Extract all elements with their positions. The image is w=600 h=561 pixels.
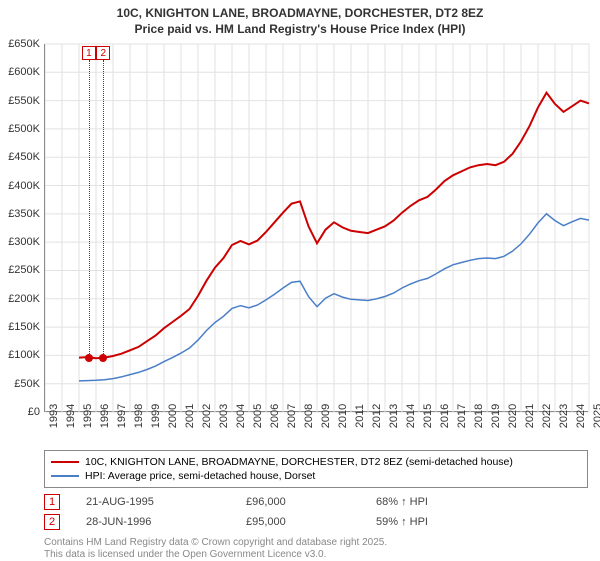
y-tick-label: £550K	[8, 95, 40, 107]
chart-title-line2: Price paid vs. HM Land Registry's House …	[0, 22, 600, 36]
x-tick-label: 2006	[269, 404, 281, 428]
sale-hpi-2: 59% ↑ HPI	[376, 516, 496, 528]
x-tick-label: 2023	[558, 404, 570, 428]
x-tick-label: 1994	[65, 404, 77, 428]
y-tick-label: £0	[28, 406, 40, 418]
x-tick-label: 1998	[133, 404, 145, 428]
x-tick-label: 2007	[286, 404, 298, 428]
sale-marker-1: 1	[44, 494, 60, 510]
y-tick-label: £500K	[8, 123, 40, 135]
x-tick-label: 2024	[575, 404, 587, 428]
sale-hpi-1: 68% ↑ HPI	[376, 496, 496, 508]
x-tick-label: 2003	[218, 404, 230, 428]
chart-container: 10C, KNIGHTON LANE, BROADMAYNE, DORCHEST…	[0, 0, 600, 560]
x-tick-label: 2025	[592, 404, 600, 428]
plot-area	[44, 44, 588, 412]
plot-svg	[45, 44, 589, 412]
x-tick-label: 1996	[99, 404, 111, 428]
x-tick-label: 2014	[405, 404, 417, 428]
legend-swatch	[51, 461, 79, 463]
legend-box: 10C, KNIGHTON LANE, BROADMAYNE, DORCHEST…	[44, 450, 588, 488]
x-tick-label: 2009	[320, 404, 332, 428]
y-tick-label: £400K	[8, 180, 40, 192]
x-tick-label: 1995	[82, 404, 94, 428]
x-tick-label: 2005	[252, 404, 264, 428]
chart-title-line1: 10C, KNIGHTON LANE, BROADMAYNE, DORCHEST…	[0, 6, 600, 20]
sale-record-1: 1 21-AUG-1995 £96,000 68% ↑ HPI	[44, 494, 496, 510]
x-tick-label: 2012	[371, 404, 383, 428]
sale-vline-1	[89, 60, 90, 358]
x-tick-label: 2016	[439, 404, 451, 428]
legend-label: HPI: Average price, semi-detached house,…	[85, 470, 315, 482]
x-tick-label: 2011	[354, 404, 366, 428]
footer-line1: Contains HM Land Registry data © Crown c…	[44, 537, 387, 549]
sale-date-1: 21-AUG-1995	[86, 496, 246, 508]
sale-annotation-1: 1	[82, 46, 96, 60]
y-tick-label: £300K	[8, 236, 40, 248]
x-tick-label: 2018	[473, 404, 485, 428]
sale-record-2: 2 28-JUN-1996 £95,000 59% ↑ HPI	[44, 514, 496, 530]
y-tick-label: £250K	[8, 264, 40, 276]
legend-swatch	[51, 475, 79, 477]
x-tick-label: 2017	[456, 404, 468, 428]
sale-price-1: £96,000	[246, 496, 376, 508]
x-tick-label: 2019	[490, 404, 502, 428]
y-tick-label: £650K	[8, 38, 40, 50]
sale-dot-1	[85, 354, 93, 362]
x-tick-label: 2008	[303, 404, 315, 428]
x-tick-label: 2010	[337, 404, 349, 428]
y-tick-label: £450K	[8, 151, 40, 163]
x-tick-label: 1997	[116, 404, 128, 428]
sale-marker-2: 2	[44, 514, 60, 530]
y-tick-label: £50K	[14, 378, 40, 390]
x-tick-label: 2015	[422, 404, 434, 428]
x-tick-label: 2021	[524, 404, 536, 428]
footer-line2: This data is licensed under the Open Gov…	[44, 549, 387, 561]
legend-label: 10C, KNIGHTON LANE, BROADMAYNE, DORCHEST…	[85, 456, 513, 468]
sale-vline-2	[103, 60, 104, 358]
y-tick-label: £150K	[8, 321, 40, 333]
sale-price-2: £95,000	[246, 516, 376, 528]
x-tick-label: 2020	[507, 404, 519, 428]
y-tick-label: £200K	[8, 293, 40, 305]
x-tick-label: 2001	[184, 404, 196, 428]
y-tick-label: £100K	[8, 349, 40, 361]
y-tick-label: £350K	[8, 208, 40, 220]
y-tick-label: £600K	[8, 66, 40, 78]
sale-annotation-2: 2	[96, 46, 110, 60]
x-tick-label: 1999	[150, 404, 162, 428]
sale-dot-2	[99, 354, 107, 362]
x-tick-label: 2022	[541, 404, 553, 428]
legend-item-1: HPI: Average price, semi-detached house,…	[51, 469, 581, 483]
x-tick-label: 2000	[167, 404, 179, 428]
x-tick-label: 2002	[201, 404, 213, 428]
sale-date-2: 28-JUN-1996	[86, 516, 246, 528]
legend-item-0: 10C, KNIGHTON LANE, BROADMAYNE, DORCHEST…	[51, 455, 581, 469]
footer-attribution: Contains HM Land Registry data © Crown c…	[44, 537, 387, 561]
x-tick-label: 2013	[388, 404, 400, 428]
x-tick-label: 1993	[48, 404, 60, 428]
x-tick-label: 2004	[235, 404, 247, 428]
